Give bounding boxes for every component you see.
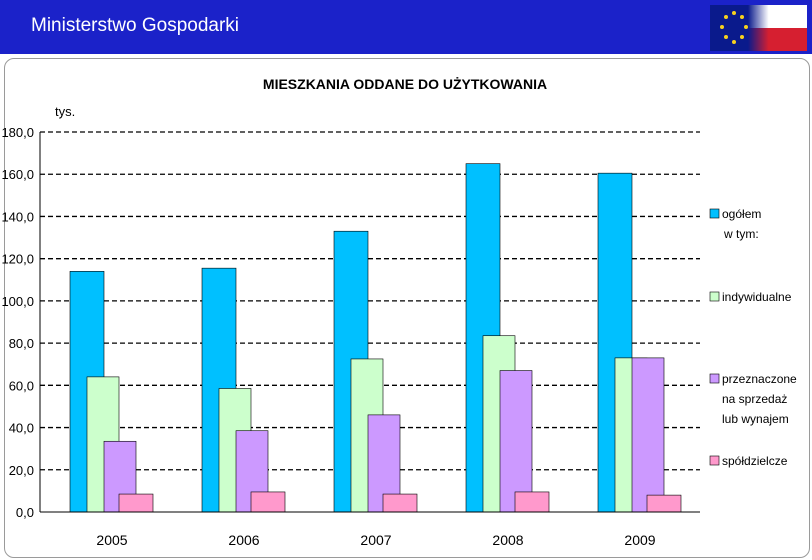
header-title: Ministerstwo Gospodarki [31, 15, 240, 36]
flag-red-stripe [748, 28, 807, 51]
x-tick-label: 2009 [624, 532, 655, 548]
bar-4-2008 [514, 491, 550, 513]
x-tick-label: 2008 [492, 532, 523, 548]
eu-star [732, 11, 736, 15]
eu-star [724, 35, 728, 39]
y-tick-label: 60,0 [9, 378, 34, 393]
x-tick-label: 2005 [96, 532, 127, 548]
eu-star [720, 25, 724, 29]
bar-4-2005 [118, 493, 154, 513]
legend-sublabel: w tym: [723, 227, 759, 241]
y-tick-label: 20,0 [9, 463, 34, 478]
chart-frame [4, 58, 810, 558]
eu-star [732, 40, 736, 44]
bar-4-2007 [382, 493, 418, 513]
bar-3-2009 [631, 357, 665, 513]
legend-label: spółdzielcze [722, 454, 788, 468]
eu-star [744, 25, 748, 29]
legend-label: ogółem [722, 207, 761, 221]
legend-swatch [709, 455, 720, 466]
y-tick-label: 120,0 [1, 252, 34, 267]
header-bar: Ministerstwo Gospodarki [0, 0, 812, 54]
legend-label: przeznaczone [722, 372, 797, 386]
legend-swatch [709, 373, 720, 384]
legend-label: lub wynajem [722, 412, 789, 426]
eu-poland-flag-logo [710, 5, 807, 51]
y-tick-label: 80,0 [9, 336, 34, 351]
chart-title: MIESZKANIA ODDANE DO UŻYTKOWANIA [263, 76, 547, 92]
y-tick-label: 140,0 [1, 209, 34, 224]
bar-4-2009 [646, 494, 682, 513]
eu-star [740, 15, 744, 19]
bar-4-2006 [250, 491, 286, 513]
legend-label: na sprzedaż [722, 392, 787, 406]
x-tick-label: 2006 [228, 532, 259, 548]
y-tick-label: 100,0 [1, 294, 34, 309]
y-tick-label: 0,0 [16, 505, 34, 520]
y-tick-label: 180,0 [1, 125, 34, 140]
legend-swatch [709, 291, 720, 302]
y-unit-label: tys. [55, 104, 75, 119]
bar-3-2008 [499, 370, 533, 513]
legend-label: indywidualne [722, 290, 792, 304]
eu-star [740, 35, 744, 39]
legend-swatch [709, 208, 720, 219]
x-tick-label: 2007 [360, 532, 391, 548]
eu-star [724, 15, 728, 19]
flag-white-stripe [748, 5, 807, 28]
y-tick-label: 40,0 [9, 421, 34, 436]
y-tick-label: 160,0 [1, 167, 34, 182]
